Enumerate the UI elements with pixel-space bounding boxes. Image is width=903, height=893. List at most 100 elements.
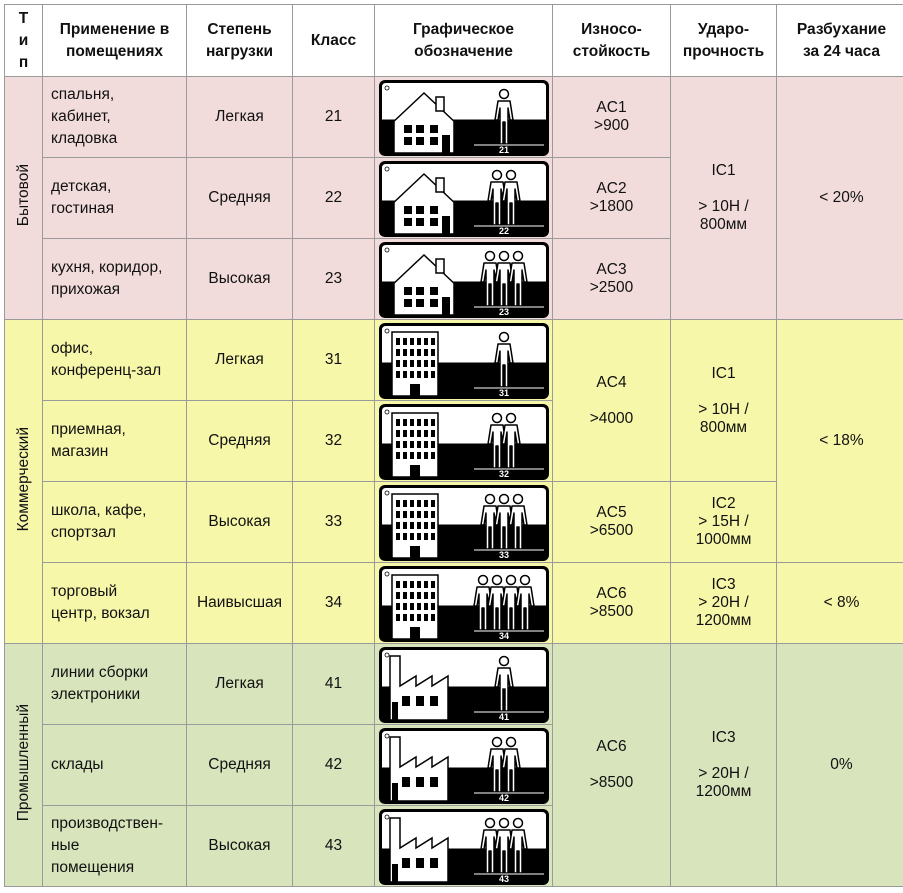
class-label: 42 — [498, 793, 508, 803]
graphic-cell: 21 — [374, 76, 553, 158]
abrasion-cell: AC6 >8500 — [552, 643, 671, 887]
table-row: Промышленный линии сборки электроники Ле… — [4, 643, 903, 887]
graphic-cell: 22 — [374, 157, 553, 239]
table-row: склады Средняя 42 42 — [5, 724, 903, 806]
class-cell: 33 — [292, 481, 375, 563]
class-label: 23 — [498, 307, 508, 317]
application-cell: спальня, кабинет, кладовка — [42, 76, 187, 158]
office-building-icon: 33 — [378, 484, 549, 561]
load-cell: Наивысшая — [186, 562, 293, 644]
impact-cell: IC1 > 10Н / 800мм — [670, 319, 777, 482]
table-row: Бытовой спальня, кабинет, кладовка Легка… — [4, 76, 903, 320]
type-cell: Коммерческий — [4, 319, 43, 644]
abrasion-cell: AC1 >900 — [552, 76, 671, 158]
table-row: детская, гостиная Средняя 22 22 AC2 >180… — [5, 157, 903, 239]
header-impact: Ударо- прочность — [670, 4, 777, 77]
class-cell: 22 — [292, 157, 375, 239]
house-icon: 21 — [378, 79, 549, 156]
factory-icon: 41 — [378, 646, 549, 723]
application-cell: производствен- ные помещения — [42, 805, 187, 887]
load-cell: Легкая — [186, 76, 293, 158]
impact-cell: IC1 > 10Н / 800мм — [670, 76, 777, 320]
abrasion-cell: AC3 >2500 — [552, 238, 671, 320]
application-cell: кухня, коридор, прихожая — [42, 238, 187, 320]
swelling-cell: < 8% — [776, 562, 903, 644]
header-class: Класс — [292, 4, 375, 77]
table-row: производствен- ные помещения Высокая 43 … — [5, 805, 903, 887]
load-cell: Высокая — [186, 238, 293, 320]
header-abrasion: Износо- стойкость — [552, 4, 671, 77]
type-label: Коммерческий — [14, 426, 32, 532]
house-icon: 23 — [378, 241, 549, 318]
graphic-cell: 32 — [374, 400, 553, 482]
graphic-cell: 33 — [374, 481, 553, 563]
class-label: 22 — [498, 226, 508, 236]
office-building-icon: 32 — [378, 403, 549, 480]
abrasion-cell: AC2 >1800 — [552, 157, 671, 239]
header-load: Степень нагрузки — [186, 4, 293, 77]
type-label: Бытовой — [14, 164, 32, 227]
class-cell: 42 — [292, 724, 375, 806]
graphic-cell: 34 — [374, 562, 553, 644]
load-cell: Средняя — [186, 724, 293, 806]
class-cell: 32 — [292, 400, 375, 482]
class-label: 32 — [498, 469, 508, 479]
swelling-cell: 0% — [776, 643, 903, 887]
class-label: 43 — [498, 874, 508, 884]
impact-cell: IC2 > 15Н / 1000мм — [670, 481, 777, 563]
load-cell: Высокая — [186, 805, 293, 887]
class-cell: 41 — [292, 643, 375, 725]
class-cell: 43 — [292, 805, 375, 887]
type-label: Промышленный — [14, 703, 32, 822]
load-cell: Высокая — [186, 481, 293, 563]
class-label: 41 — [498, 712, 508, 722]
abrasion-cell: AC5 >6500 — [552, 481, 671, 563]
class-cell: 31 — [292, 319, 375, 401]
class-label: 21 — [498, 145, 508, 155]
type-cell: Бытовой — [4, 76, 43, 320]
application-cell: приемная, магазин — [42, 400, 187, 482]
header-type: Т и п — [4, 4, 43, 77]
load-cell: Легкая — [186, 319, 293, 401]
application-cell: склады — [42, 724, 187, 806]
table-row: Коммерческий офис, конференц-зал Легкая … — [4, 319, 903, 644]
class-cell: 21 — [292, 76, 375, 158]
type-cell: Промышленный — [4, 643, 43, 887]
abrasion-cell: AC6 >8500 — [552, 562, 671, 644]
table-row: приемная, магазин Средняя 32 32 — [5, 400, 903, 482]
header-application: Применение в помещениях — [42, 4, 187, 77]
impact-cell: IC3 > 20Н / 1200мм — [670, 562, 777, 644]
graphic-cell: 43 — [374, 805, 553, 887]
table-row: школа, кафе, спортзал Высокая 33 33 AC5 … — [5, 481, 903, 563]
class-label: 31 — [498, 388, 508, 398]
graphic-cell: 42 — [374, 724, 553, 806]
graphic-cell: 31 — [374, 319, 553, 401]
factory-icon: 42 — [378, 727, 549, 804]
class-cell: 23 — [292, 238, 375, 320]
header-swelling: Разбухание за 24 часа — [776, 4, 903, 77]
class-label: 34 — [498, 631, 508, 641]
header-graphic: Графическое обозначение — [374, 4, 553, 77]
application-cell: торговый центр, вокзал — [42, 562, 187, 644]
table-row: торговый центр, вокзал Наивысшая 34 34 A… — [5, 562, 903, 644]
load-cell: Средняя — [186, 400, 293, 482]
abrasion-cell: AC4 >4000 — [552, 319, 671, 482]
header-row: Т и п Применение в помещениях Степень на… — [4, 4, 903, 77]
load-cell: Легкая — [186, 643, 293, 725]
application-cell: детская, гостиная — [42, 157, 187, 239]
class-label: 33 — [498, 550, 508, 560]
class-cell: 34 — [292, 562, 375, 644]
swelling-cell: < 18% — [776, 319, 903, 563]
house-icon: 22 — [378, 160, 549, 237]
application-cell: школа, кафе, спортзал — [42, 481, 187, 563]
laminate-classes-table: Т и п Применение в помещениях Степень на… — [4, 4, 903, 887]
application-cell: линии сборки электроники — [42, 643, 187, 725]
factory-icon: 43 — [378, 808, 549, 885]
office-building-icon: 34 — [378, 565, 549, 642]
office-building-icon: 31 — [378, 322, 549, 399]
table-row: кухня, коридор, прихожая Высокая 23 23 A… — [5, 238, 903, 320]
impact-cell: IC3 > 20Н / 1200мм — [670, 643, 777, 887]
graphic-cell: 41 — [374, 643, 553, 725]
swelling-cell: < 20% — [776, 76, 903, 320]
application-cell: офис, конференц-зал — [42, 319, 187, 401]
